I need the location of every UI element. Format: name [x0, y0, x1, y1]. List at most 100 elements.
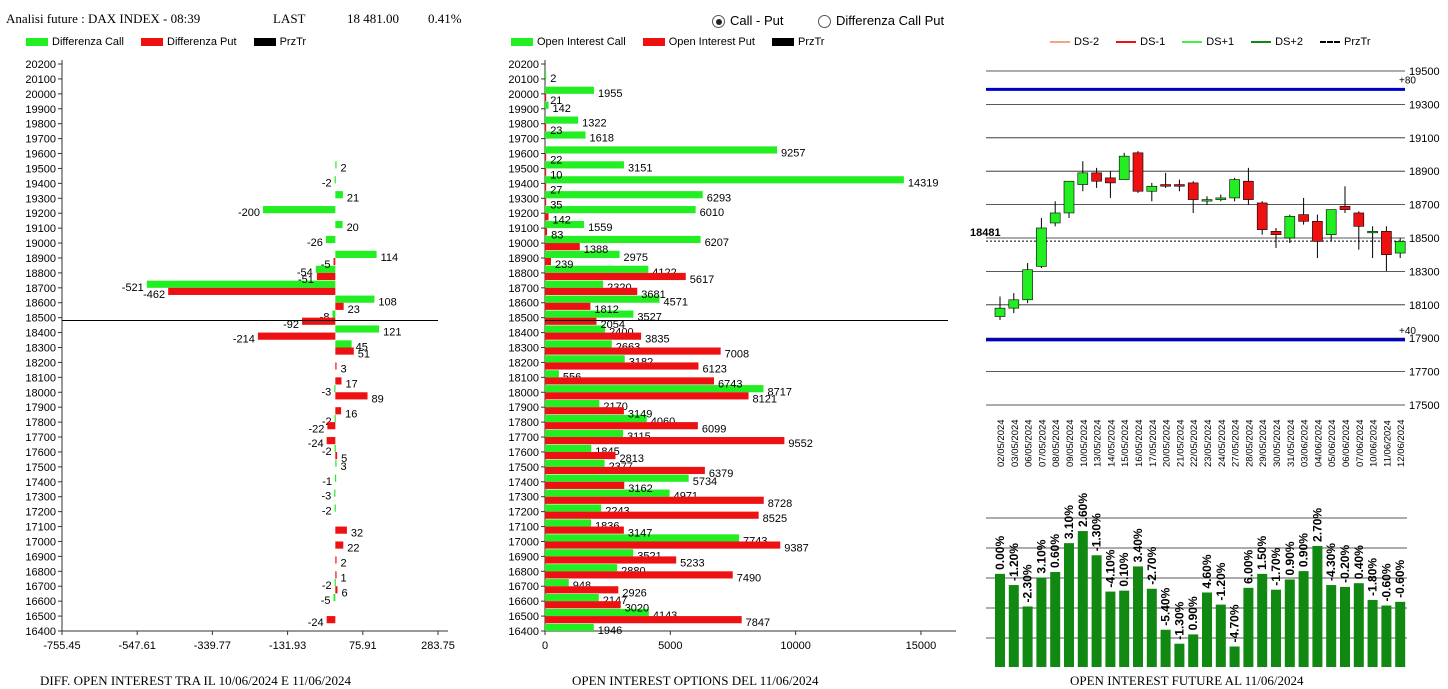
oi-bar	[1257, 573, 1268, 667]
candle-body	[994, 307, 1006, 317]
call-bar	[545, 549, 634, 557]
call-bar	[545, 370, 559, 378]
y-tick-label: 19100	[508, 223, 539, 235]
legend-label: PrzTr	[1344, 36, 1371, 48]
bar-value-label: 45	[356, 342, 368, 354]
bar-value-label: 3151	[628, 162, 652, 174]
oi-bar-label: 3.10%	[1062, 505, 1076, 539]
oi-bar-label: 0.90%	[1283, 541, 1297, 575]
put-bar	[545, 213, 549, 221]
put-bar	[545, 437, 785, 445]
bar-value-label: 2975	[624, 252, 648, 264]
oi-bar	[1298, 571, 1309, 667]
put-bar	[335, 571, 337, 579]
candle-body	[1229, 179, 1240, 199]
oi-bar	[1050, 572, 1061, 667]
y-tick-label: 17000	[25, 536, 56, 548]
candle-body	[1381, 231, 1392, 256]
x-date-label: 13/05/2024	[1093, 419, 1104, 467]
put-bar	[335, 526, 347, 534]
y-tick-label: 19000	[25, 238, 56, 250]
legend-label: DS+2	[1275, 36, 1303, 48]
bar-value-label: 1812	[594, 304, 618, 316]
put-bar	[257, 332, 336, 340]
legend-label: DS-1	[1140, 36, 1166, 48]
bar-value-label: 21	[347, 192, 359, 204]
bar-value-label: 2	[550, 73, 556, 85]
oi-bar	[1202, 592, 1212, 667]
radio-call-put[interactable]: Call - Put	[712, 13, 783, 29]
y-tick-label: 16400	[25, 626, 56, 638]
legend-line	[1050, 41, 1070, 44]
y-tick-label: 18300	[508, 343, 539, 355]
call-bar	[333, 593, 336, 602]
bar-value-label: -2	[322, 416, 332, 428]
oi-bar-label: 0.40%	[1352, 545, 1366, 579]
oi-bar-label: 4.60%	[1200, 554, 1214, 588]
put-bar	[545, 571, 733, 579]
y-tick-label: 17700	[1409, 367, 1440, 379]
call-bar	[334, 414, 336, 423]
bar-value-label: 6	[342, 587, 348, 599]
bar-value-label: -5	[321, 259, 331, 271]
y-tick-label: 19400	[25, 178, 56, 190]
bar-value-label: -2	[322, 177, 332, 189]
x-tick-label: 75.91	[349, 640, 377, 652]
oi-bar	[1243, 587, 1254, 667]
x-date-label: 28/05/2024	[1244, 419, 1255, 467]
y-tick-label: 17500	[508, 462, 539, 474]
x-tick-label: 10000	[780, 640, 811, 652]
change-percent: 0.41%	[428, 11, 462, 26]
call-bar	[325, 235, 336, 244]
put-bar	[545, 347, 721, 355]
bar-value-label: 4571	[664, 297, 688, 309]
x-tick-label: 0	[542, 640, 548, 652]
y-tick-label: 17900	[1409, 333, 1440, 345]
put-bar	[316, 272, 336, 281]
bar-value-label: 21	[550, 95, 562, 107]
put-bar	[545, 287, 638, 295]
y-tick-label: 18300	[1409, 266, 1440, 278]
bar-value-label: 3020	[625, 602, 649, 614]
x-date-label: 06/06/2024	[1341, 419, 1352, 467]
bar-value-label: 1559	[588, 222, 612, 234]
put-bar	[545, 481, 625, 489]
put-bar	[327, 422, 336, 430]
oi-bar-label: -1.20%	[1214, 562, 1228, 600]
bar-value-label: 3147	[628, 528, 652, 540]
call-bar	[545, 564, 618, 572]
bar-value-label: -200	[238, 207, 260, 219]
x-date-label: 11/06/2024	[1382, 420, 1393, 467]
y-tick-label: 17300	[508, 492, 539, 504]
oi-bar-label: -0.60%	[1379, 563, 1393, 601]
call-bar	[545, 310, 634, 318]
y-tick-label: 17100	[508, 522, 539, 534]
y-tick-label: 16600	[508, 596, 539, 608]
oi-bar	[995, 573, 1005, 667]
oi-bar-label: -0.60%	[1393, 559, 1407, 597]
bar-value-label: 142	[553, 103, 571, 115]
bar-value-label: 23	[550, 125, 562, 137]
radio-differenza[interactable]: Differenza Call Put	[818, 13, 944, 29]
call-bar	[334, 504, 336, 512]
bar-value-label: 5	[341, 453, 347, 465]
oi-bar	[1091, 555, 1102, 667]
oi-bar-label: -4.10%	[1103, 549, 1117, 587]
call-bar	[545, 489, 670, 497]
bar-value-label: -92	[283, 319, 299, 331]
call-bar	[334, 444, 336, 452]
x-date-label: 03/05/2024	[1010, 419, 1021, 467]
call-bar	[545, 250, 620, 258]
bar-value-label: -3	[321, 491, 331, 503]
legend-line	[1251, 41, 1272, 44]
put-bar	[545, 511, 759, 519]
bar-value-label: 2926	[622, 587, 646, 599]
y-tick-label: 19100	[1409, 133, 1440, 145]
bar-value-label: 3835	[645, 334, 669, 346]
bar-value-label: 3	[341, 364, 347, 376]
x-tick-label: 15000	[906, 640, 937, 652]
bar-value-label: 3	[341, 461, 347, 473]
legend-label: Open Interest Call	[537, 36, 626, 48]
y-tick-label: 17500	[1409, 400, 1440, 412]
y-tick-label: 17800	[508, 417, 539, 429]
